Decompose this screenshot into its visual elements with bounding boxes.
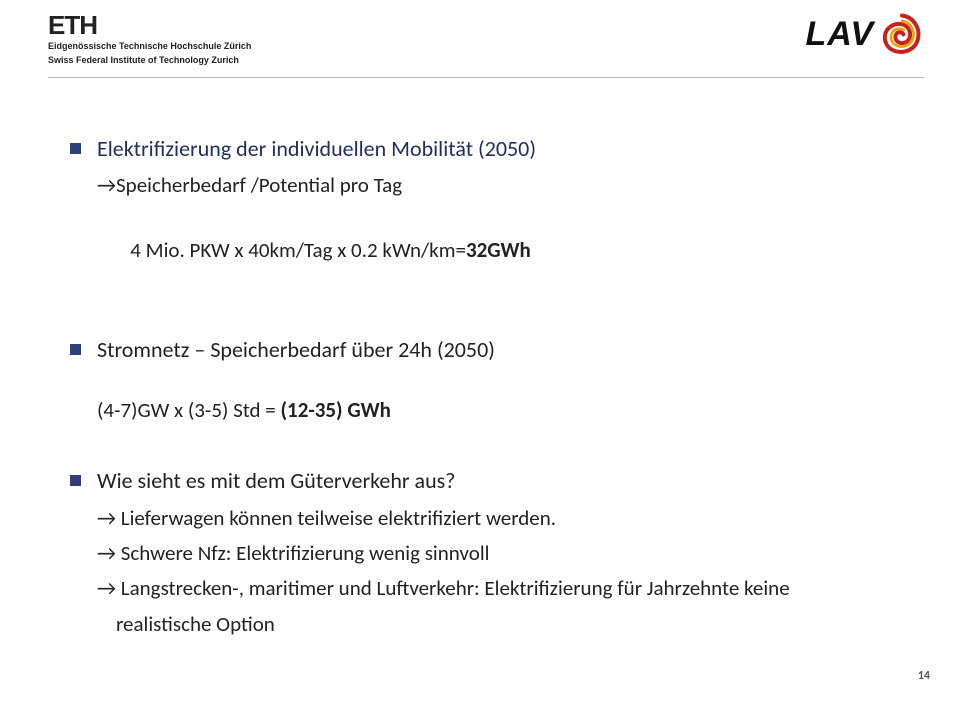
bullet-item: Elektrifizierung der individuellen Mobil…	[70, 134, 890, 164]
lav-logo-block: LAV	[806, 12, 924, 56]
eth-subtitle-1: Eidgenössische Technische Hochschule Zür…	[48, 41, 251, 52]
bullet-item: Stromnetz – Speicherbedarf über 24h (205…	[70, 335, 890, 365]
bullet-heading: Wie sieht es mit dem Güterverkehr aus?	[97, 466, 455, 496]
bullet-subline: → Schwere Nfz: Elektrifizierung wenig si…	[97, 539, 890, 568]
bullet-heading: Elektrifizierung der individuellen Mobil…	[97, 134, 536, 164]
eth-logo-block: ETH Eidgenössische Technische Hochschule…	[48, 12, 251, 67]
slide-header: ETH Eidgenössische Technische Hochschule…	[0, 0, 960, 67]
bullet-subline: 4 Mio. PKW x 40km/Tag x 0.2 kWn/km=32GWh	[97, 207, 890, 295]
page-number: 14	[918, 669, 930, 683]
bullet-subline: →Speicherbedarf /Potential pro Tag	[97, 171, 890, 200]
eth-subtitle-2: Swiss Federal Institute of Technology Zu…	[48, 55, 251, 66]
subline-bold: 32GWh	[466, 237, 531, 263]
eth-logo-text: ETH	[48, 12, 251, 38]
lav-logo-text: LAV	[806, 15, 874, 54]
lav-swirl-icon	[880, 12, 924, 56]
subline-text: 4 Mio. PKW x 40km/Tag x 0.2 kWn/km=	[116, 237, 466, 263]
bullet-item: Wie sieht es mit dem Güterverkehr aus?	[70, 466, 890, 496]
subline-text: (4-7)GW x (3-5) Std =	[97, 397, 281, 423]
bullet-heading: Stromnetz – Speicherbedarf über 24h (205…	[97, 335, 495, 365]
bullet-subline: → Lieferwagen können teilweise elektrifi…	[97, 504, 890, 533]
bullet-square-icon	[70, 475, 81, 486]
subline-bold: (12-35) GWh	[281, 397, 391, 423]
bullet-subline: realistische Option	[97, 610, 890, 639]
bullet-square-icon	[70, 143, 81, 154]
slide-content: Elektrifizierung der individuellen Mobil…	[0, 78, 960, 640]
bullet-subline: → Langstrecken-, maritimer und Luftverke…	[97, 574, 890, 603]
bullet-subline: (4-7)GW x (3-5) Std = (12-35) GWh	[97, 396, 890, 425]
bullet-square-icon	[70, 344, 81, 355]
subline-text: →Speicherbedarf /Potential pro Tag	[97, 172, 402, 198]
